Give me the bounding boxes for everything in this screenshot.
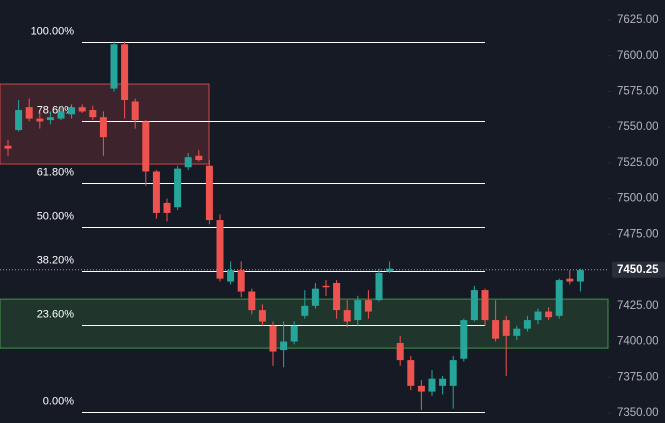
candle-body [322, 285, 330, 288]
candle-body [99, 117, 107, 138]
fib-label: 0.00% [43, 395, 74, 407]
fib-label: 61.80% [37, 166, 75, 178]
candle-body [184, 157, 192, 168]
candle-body [25, 107, 33, 119]
candle-body [174, 168, 182, 208]
candle-body [396, 342, 404, 361]
candle-body [269, 325, 277, 352]
candle-body [566, 278, 574, 282]
candles [4, 41, 584, 411]
y-tick-label: 7625.00 [617, 14, 659, 26]
candle-body [492, 320, 500, 339]
candle-body [576, 270, 584, 282]
candle-body [481, 290, 489, 321]
candle-body [428, 378, 436, 392]
candle-body [534, 311, 542, 321]
candle-body [248, 291, 256, 311]
candle-body [301, 305, 309, 316]
candle-body [68, 107, 76, 115]
candle-body [343, 310, 351, 322]
candle-body [417, 385, 425, 392]
candle-body [57, 111, 65, 119]
price-axis: 7350.00 7375.00 7400.00 7425.00 7475.00 7500.… [608, 14, 665, 419]
fib-label: 100.00% [31, 25, 75, 37]
candle-body [386, 268, 394, 272]
candle-body [545, 311, 553, 318]
candle-body [502, 320, 510, 336]
candle-body [4, 145, 12, 149]
candle-body [439, 378, 447, 386]
candle-body [364, 300, 372, 312]
candle-body [354, 300, 362, 321]
candle-body [195, 155, 203, 161]
candle-body [523, 320, 531, 329]
candle-body [89, 110, 97, 118]
candle-body [152, 171, 160, 213]
y-tick-label: 7525.00 [617, 157, 659, 169]
candle-body [460, 320, 468, 359]
candle-body [290, 325, 298, 342]
candle-body [142, 121, 150, 172]
y-tick-label: 7400.00 [617, 336, 659, 348]
candle-body [36, 118, 44, 122]
candle-body [258, 310, 266, 322]
y-tick-label: 7350.00 [617, 407, 659, 419]
y-tick-label: 7550.00 [617, 121, 659, 133]
price-badge [612, 261, 665, 278]
candle-body [375, 272, 383, 301]
price-label: 7450.25 [617, 264, 659, 276]
candle-body [78, 107, 86, 112]
candle-body [205, 165, 213, 221]
candle-body [227, 270, 235, 282]
y-tick-label: 7500.00 [617, 193, 659, 205]
fib-label: 50.00% [37, 210, 75, 222]
candle-body [15, 110, 23, 131]
y-tick-label: 7425.00 [617, 300, 659, 312]
candle-body [216, 220, 224, 279]
y-tick-label: 7600.00 [617, 50, 659, 62]
y-tick-label: 7575.00 [617, 85, 659, 97]
candle-body [163, 202, 171, 213]
fib-label: 38.20% [37, 254, 75, 266]
y-tick-label: 7475.00 [617, 228, 659, 240]
fib-label: 78.60% [37, 104, 75, 116]
candle-body [46, 117, 54, 121]
candle-body [555, 280, 563, 316]
y-tick-label: 7375.00 [617, 371, 659, 383]
candle-body [237, 270, 245, 292]
candle-body [131, 101, 139, 121]
candle-body [280, 341, 288, 351]
candle-body [110, 44, 118, 89]
candle-body [311, 288, 319, 306]
candle-body [121, 44, 129, 101]
candle-body [407, 360, 415, 386]
fib-label: 23.60% [37, 308, 75, 320]
candle-body [470, 290, 478, 321]
candle-body [513, 328, 521, 336]
candle-body [449, 360, 457, 386]
candle-body [333, 282, 341, 311]
